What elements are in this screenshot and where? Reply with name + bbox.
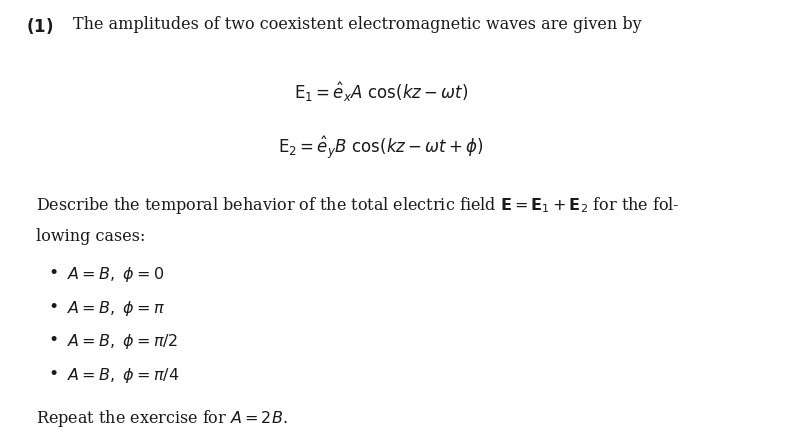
Text: •: • xyxy=(49,299,59,316)
Text: $A = B,\ \phi = 0$: $A = B,\ \phi = 0$ xyxy=(67,265,164,284)
Text: $\mathrm{E}_2 = \hat{e}_y B\ \mathrm{cos}(kz - \omega t + \phi)$: $\mathrm{E}_2 = \hat{e}_y B\ \mathrm{cos… xyxy=(278,134,484,161)
Text: $\mathrm{E}_1 = \hat{e}_x A\ \mathrm{cos}(kz - \omega t)$: $\mathrm{E}_1 = \hat{e}_x A\ \mathrm{cos… xyxy=(294,81,468,104)
Text: Repeat the exercise for $A = 2B$.: Repeat the exercise for $A = 2B$. xyxy=(36,408,288,429)
Text: $\mathbf{(1)}$: $\mathbf{(1)}$ xyxy=(26,16,54,36)
Text: •: • xyxy=(49,265,59,282)
Text: •: • xyxy=(49,332,59,349)
Text: $A = B,\ \phi = \pi/4$: $A = B,\ \phi = \pi/4$ xyxy=(67,366,178,385)
Text: •: • xyxy=(49,366,59,383)
Text: $A = B,\ \phi = \pi/2$: $A = B,\ \phi = \pi/2$ xyxy=(67,332,178,351)
Text: The amplitudes of two coexistent electromagnetic waves are given by: The amplitudes of two coexistent electro… xyxy=(73,16,642,33)
Text: $A = B,\ \phi = \pi$: $A = B,\ \phi = \pi$ xyxy=(67,299,165,318)
Text: Describe the temporal behavior of the total electric field $\mathbf{E} = \mathbf: Describe the temporal behavior of the to… xyxy=(36,195,680,216)
Text: lowing cases:: lowing cases: xyxy=(36,228,146,246)
